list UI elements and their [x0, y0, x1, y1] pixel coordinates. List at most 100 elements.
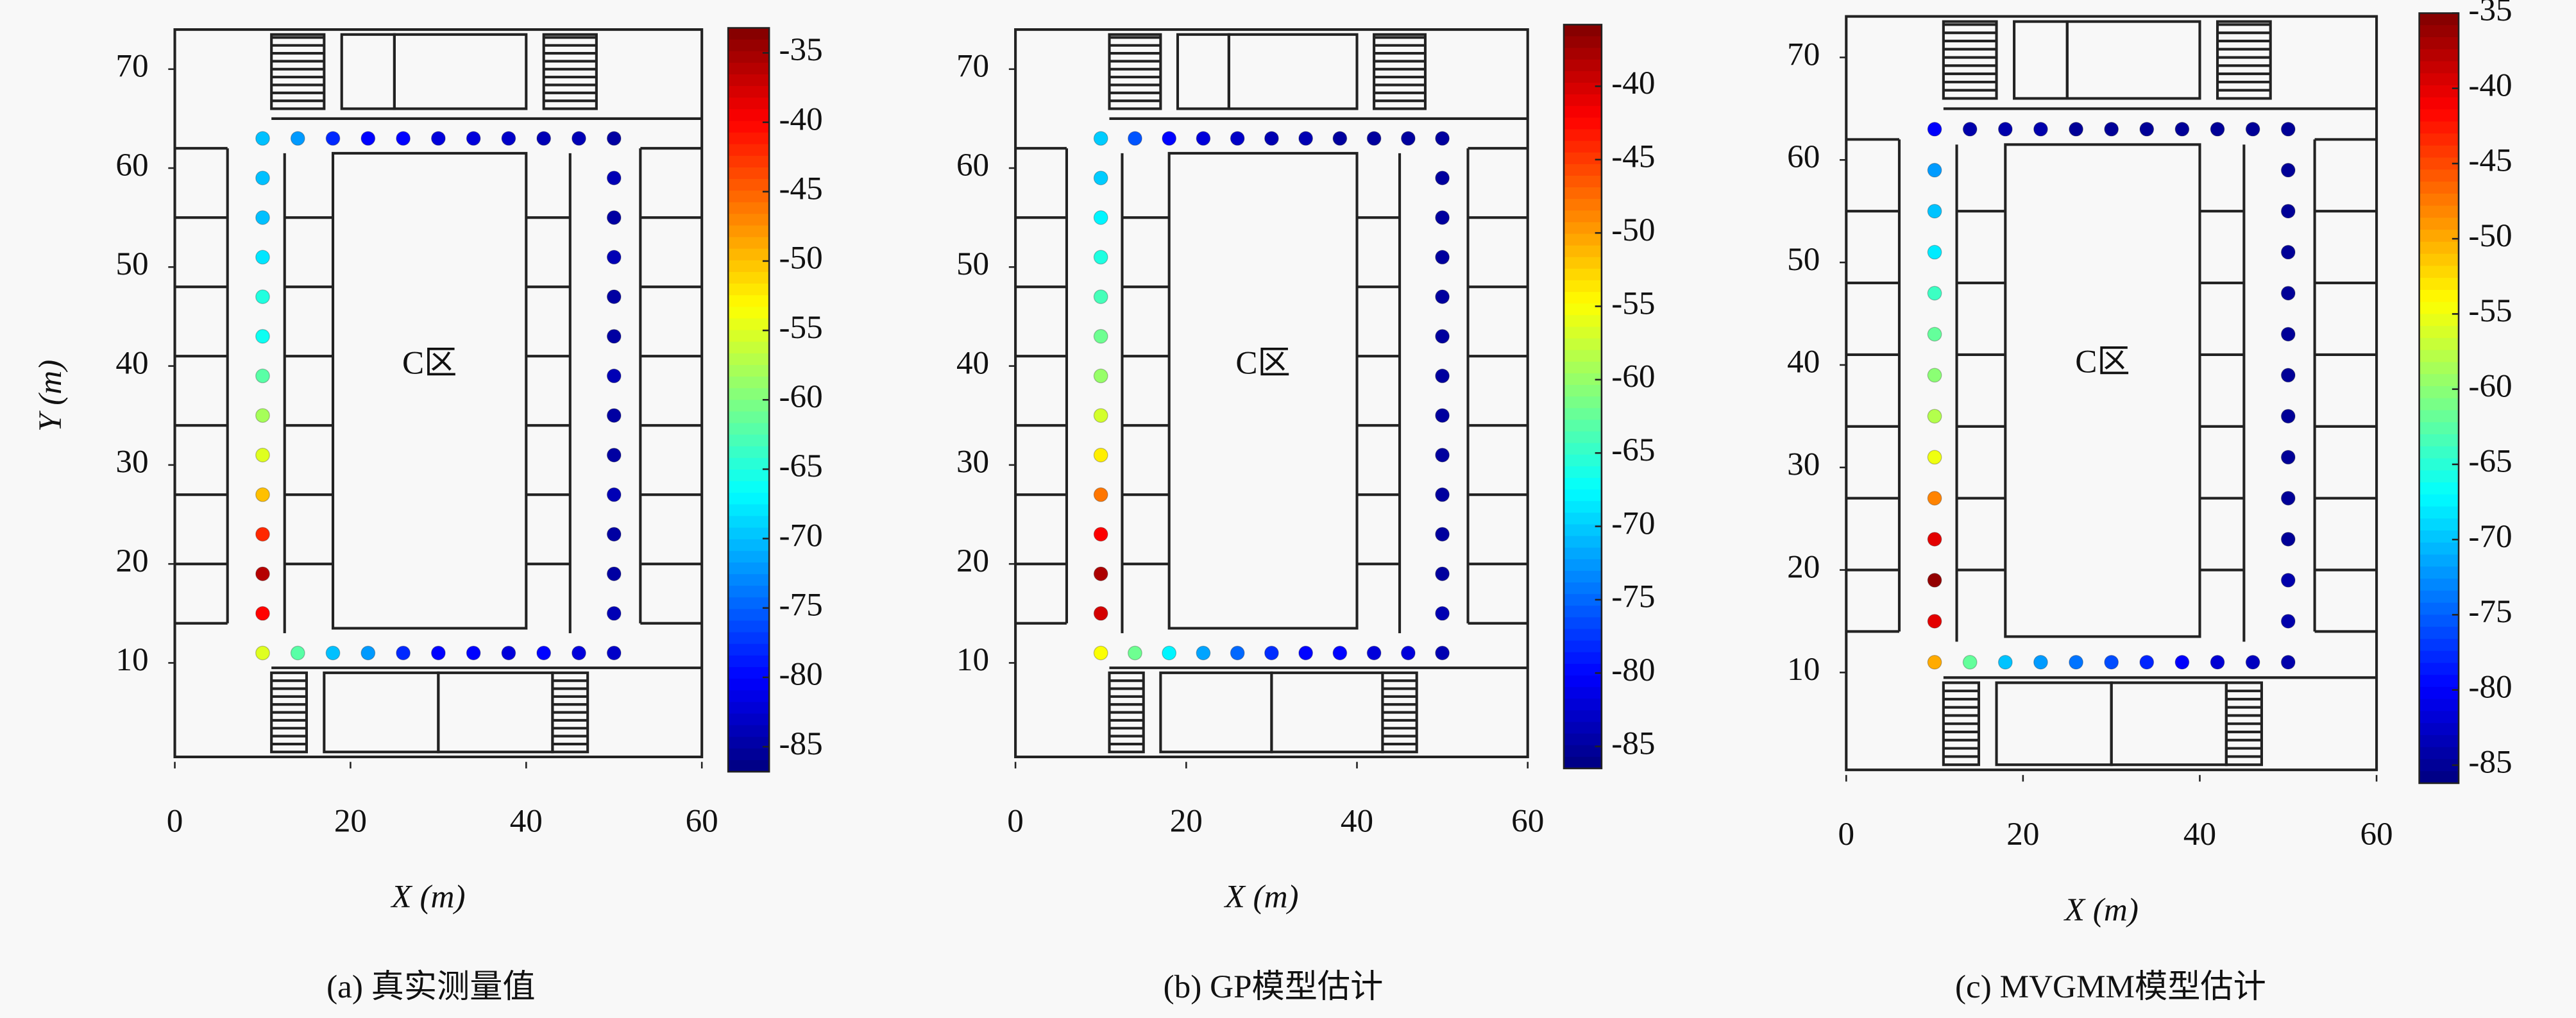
x-axis-label: X (m) [1223, 878, 1298, 915]
colorbar-segment [728, 666, 770, 680]
rss-point [1927, 327, 1942, 342]
colorbar-segment [2419, 615, 2459, 628]
rss-point [2280, 244, 2296, 260]
colorbar-segment [728, 516, 770, 529]
building-outline [173, 28, 704, 759]
colorbar-segment [728, 260, 770, 273]
colorbar-segment [1564, 617, 1602, 630]
colorbar-segment [1564, 222, 1602, 235]
colorbar-segment [1564, 454, 1602, 467]
colorbar-segment [2419, 711, 2459, 724]
rss-point [1093, 408, 1108, 423]
rss-point [606, 606, 622, 621]
colorbar-segment [1564, 536, 1602, 548]
rss-point [606, 328, 622, 344]
colorbar-segment [728, 597, 770, 610]
rss-point [466, 645, 481, 661]
caption: (b) GP模型估计 [1164, 969, 1384, 1005]
rss-point [2139, 121, 2155, 137]
colorbar-segment [1564, 710, 1602, 723]
rss-point [536, 131, 552, 146]
x-tick-label: 60 [1511, 803, 1544, 840]
colorbar-segment [2419, 182, 2459, 194]
rss-point [572, 131, 586, 146]
colorbar-segment [728, 586, 770, 598]
colorbar-segment [1564, 489, 1602, 502]
rss-point [1196, 645, 1211, 661]
rss-point [1435, 645, 1450, 661]
colorbar-segment [1564, 443, 1602, 455]
colorbar-segment [728, 725, 770, 738]
colorbar-segment [2419, 494, 2459, 507]
rss-point [2174, 121, 2190, 137]
colorbar-segment [728, 423, 770, 436]
colorbar-tick-label: -60 [2468, 368, 2512, 404]
rss-point [1093, 131, 1108, 146]
colorbar-segment [2419, 145, 2459, 158]
rss-point [606, 645, 622, 661]
colorbar-segment [2419, 241, 2459, 255]
colorbar-segment [1564, 420, 1602, 432]
colorbar-segment [2419, 638, 2459, 652]
floor-plan [1845, 15, 2378, 772]
colorbar-segment [2419, 253, 2459, 267]
colorbar-segment [2419, 205, 2459, 219]
rss-point [255, 368, 270, 384]
colorbar-segment [728, 388, 770, 401]
colorbar-tick-label: -40 [2468, 67, 2512, 103]
colorbar-segment [1564, 187, 1602, 200]
rss-point [290, 645, 305, 661]
colorbar-segment [728, 632, 770, 645]
rss-point [2280, 450, 2296, 465]
colorbar-segment [1564, 385, 1602, 398]
rss-point [1332, 645, 1348, 661]
colorbar-segment [2419, 627, 2459, 640]
colorbar-segment [2419, 73, 2459, 87]
x-tick-label: 20 [1170, 803, 1203, 840]
y-tick-label: 60 [115, 147, 148, 183]
rss-point [606, 566, 622, 581]
rss-point [255, 131, 270, 146]
colorbar-segment [728, 28, 770, 40]
stairs [2216, 20, 2272, 100]
rss-point [1298, 645, 1314, 661]
rss-point [1093, 566, 1108, 581]
rss-point [501, 645, 516, 661]
colorbar-tick-label: -45 [1611, 139, 1655, 175]
colorbar-segment [728, 759, 770, 773]
rss-point [1366, 645, 1382, 661]
rss-point [1435, 566, 1450, 581]
rss-point [1400, 645, 1416, 661]
x-tick-label: 40 [2183, 816, 2216, 853]
colorbar-segment [2419, 121, 2459, 135]
room [1995, 681, 2113, 767]
colorbar-segment [1564, 396, 1602, 409]
colorbar-segment [1564, 559, 1602, 572]
colorbar-segment [728, 330, 770, 343]
colorbar-tick-label: -50 [2468, 217, 2512, 254]
colorbar-segment [728, 237, 770, 250]
colorbar-segment [1564, 431, 1602, 444]
rss-point [2280, 614, 2296, 629]
rss-point [1997, 121, 2013, 137]
colorbar-segment [1564, 71, 1602, 84]
colorbar-segment [728, 248, 770, 261]
colorbar-segment [1564, 164, 1602, 176]
colorbar-segment [1564, 233, 1602, 246]
colorbar-segment [2419, 434, 2459, 447]
room [323, 671, 440, 754]
rss-point [1927, 573, 1942, 588]
y-tick-label: 60 [956, 147, 989, 183]
rss-point [1264, 645, 1279, 661]
colorbar-tick-label: -75 [779, 587, 823, 624]
rss-point [606, 250, 622, 265]
colorbar-segment [728, 307, 770, 319]
colorbar-tick-label: -80 [1611, 652, 1655, 688]
rss-point [1927, 614, 1942, 629]
rss-point [1927, 409, 1942, 424]
colorbar-segment [2419, 337, 2459, 351]
stairs [542, 33, 598, 110]
colorbar-segment [1564, 699, 1602, 711]
colorbar-segment [2419, 410, 2459, 423]
rss-point [430, 645, 446, 661]
